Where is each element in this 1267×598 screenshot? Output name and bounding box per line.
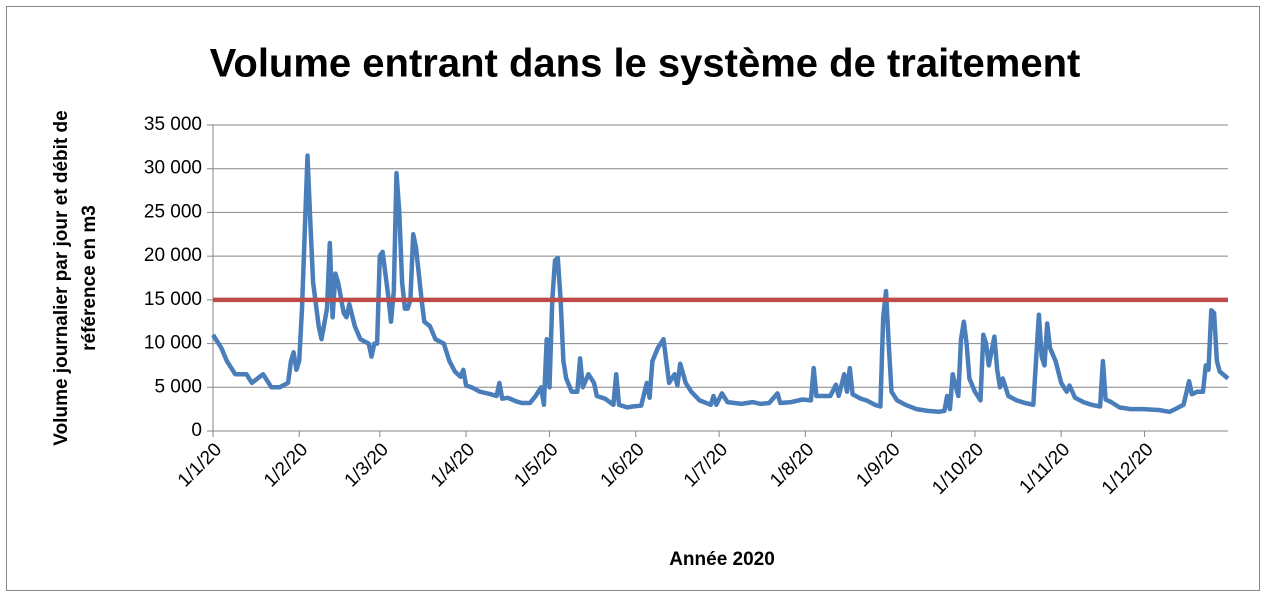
y-axis-title: référence en m3 [79,205,100,351]
chart-title: Volume entrant dans le système de traite… [210,42,1081,86]
x-axis-title: Année 2020 [669,549,775,570]
y-tick-label: 0 [191,420,202,441]
data-line [211,153,1230,415]
y-tick-label: 20 000 [144,245,202,266]
y-axis-title: Volume journalier par jour et débit de [51,110,72,445]
y-tick-label: 35 000 [144,114,202,135]
y-tick-label: 15 000 [144,289,202,310]
y-tick-label: 25 000 [144,201,202,222]
y-tick-label: 5 000 [154,376,202,397]
y-tick-label: 30 000 [144,158,202,179]
y-tick-label: 10 000 [144,333,202,354]
